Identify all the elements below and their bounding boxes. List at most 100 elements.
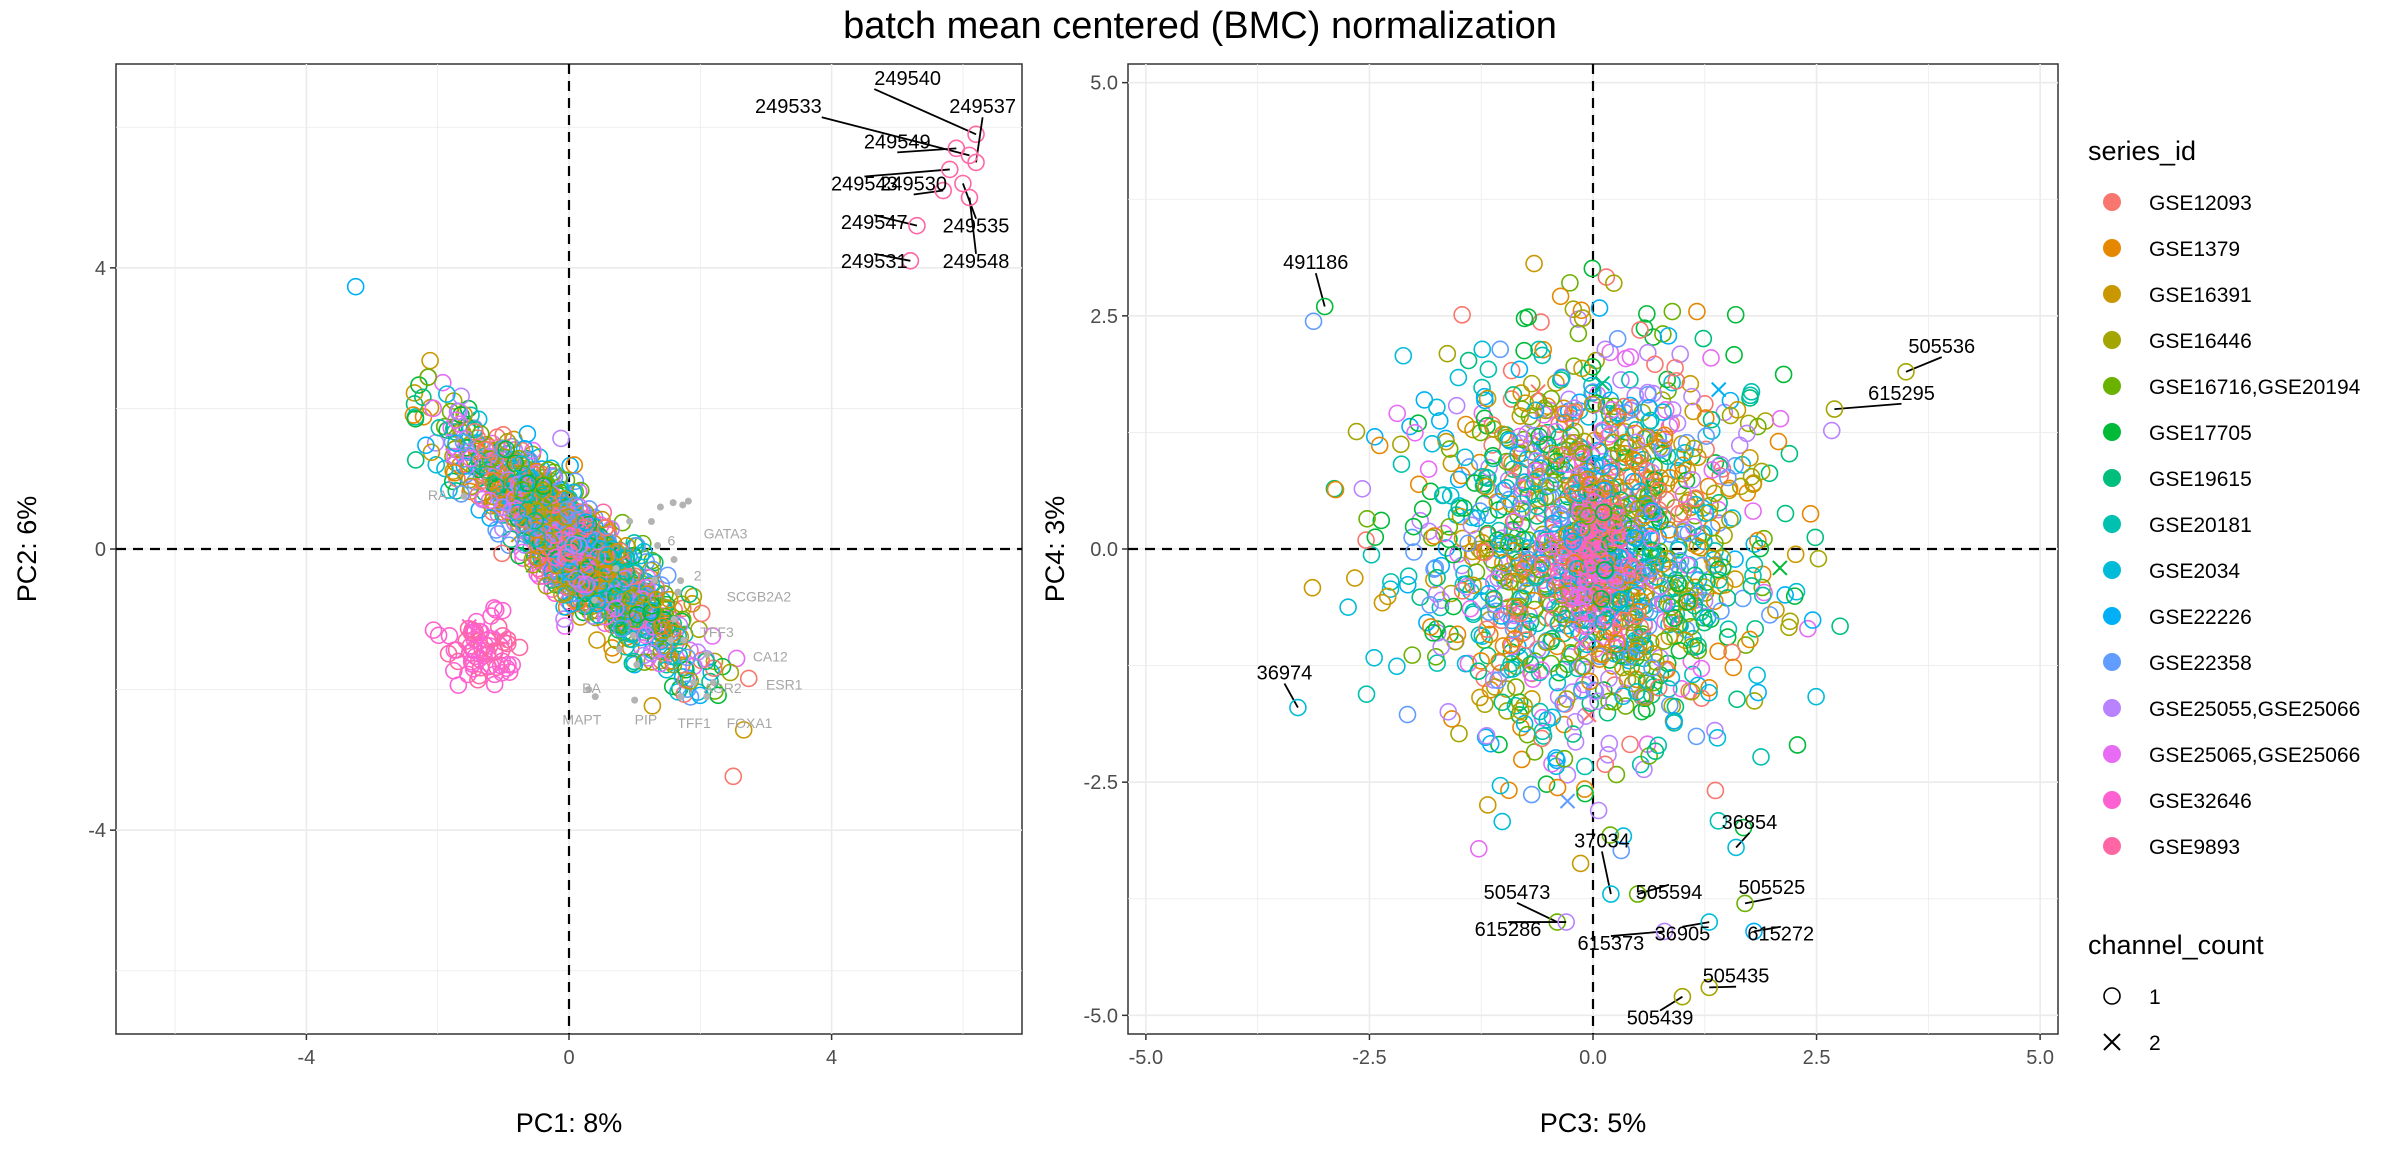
sample-point xyxy=(1403,528,1421,547)
sample-point xyxy=(1590,645,1609,663)
sample-point xyxy=(449,676,468,694)
sample-point xyxy=(1605,274,1623,292)
sample-point xyxy=(669,627,687,646)
sample-point xyxy=(1569,483,1587,502)
legend-label: GSE12093 xyxy=(2149,192,2252,215)
sample-point xyxy=(1428,654,1446,672)
sample-point xyxy=(1530,467,1549,486)
sample-point xyxy=(567,584,585,603)
gene-loading-point xyxy=(669,499,677,507)
sample-point xyxy=(1601,826,1620,844)
sample-point xyxy=(1709,560,1728,579)
label-leader-line xyxy=(864,168,950,178)
legend-label: GSE16391 xyxy=(2149,284,2252,307)
sample-point xyxy=(1697,427,1715,446)
sample-point xyxy=(1566,712,1585,731)
sample-point xyxy=(1531,560,1549,579)
sample-point xyxy=(1667,372,1686,390)
sample-point xyxy=(1465,474,1484,492)
sample-id-label: 249540 xyxy=(874,68,941,90)
sample-point xyxy=(1536,401,1555,420)
sample-point xyxy=(1493,693,1512,712)
sample-point xyxy=(510,638,529,657)
sample-point xyxy=(1504,620,1523,639)
sample-point xyxy=(534,481,553,500)
sample-point xyxy=(1558,616,1576,635)
sample-point xyxy=(1456,448,1474,467)
sample-point xyxy=(1422,529,1441,547)
gene-loading-point xyxy=(690,679,698,687)
labeled-sample-point xyxy=(967,125,985,144)
sample-point xyxy=(1534,340,1553,359)
sample-point xyxy=(1806,528,1825,547)
sample-id-label: 249543 xyxy=(831,174,898,196)
sample-point xyxy=(1601,651,1619,669)
sample-point xyxy=(539,531,558,550)
sample-point xyxy=(651,654,669,673)
sample-point xyxy=(1585,681,1603,700)
gene-loading-point xyxy=(631,696,639,704)
sample-point xyxy=(486,643,504,661)
sample-point xyxy=(445,464,464,482)
sample-point xyxy=(1822,421,1841,440)
sample-point xyxy=(739,669,758,688)
sample-point xyxy=(518,425,537,443)
gene-loading-point xyxy=(654,541,662,549)
sample-id-label: 491186 xyxy=(1283,252,1348,274)
sample-point xyxy=(1421,482,1440,501)
sample-point xyxy=(1515,714,1534,733)
legend-item: 1 xyxy=(2103,986,2161,1009)
labeled-points: 491186 505536 615295 36974 37034 36854 505473 5… xyxy=(1257,252,1975,1029)
sample-point xyxy=(1642,411,1660,430)
sample-point xyxy=(597,564,616,583)
sample-point xyxy=(1623,495,1641,513)
gene-loading-point xyxy=(670,556,678,564)
legend-swatch xyxy=(2103,745,2121,763)
sample-point xyxy=(1710,571,1728,589)
sample-point xyxy=(1656,401,1675,419)
labeled-sample-point xyxy=(1315,297,1334,316)
sample-id-label: 36854 xyxy=(1722,812,1778,834)
sample-point xyxy=(636,626,655,645)
sample-point xyxy=(1467,563,1486,581)
legend-item: GSE22226 xyxy=(2103,606,2252,629)
sample-point xyxy=(1640,527,1659,546)
sample-point xyxy=(1685,517,1703,536)
sample-point xyxy=(1450,724,1468,743)
sample-point xyxy=(1660,417,1679,436)
sample-point xyxy=(681,672,700,690)
legend-label: GSE19615 xyxy=(2149,468,2252,491)
gene-loading-point xyxy=(633,661,641,669)
sample-point xyxy=(514,514,533,533)
sample-point xyxy=(1531,702,1549,721)
sample-point xyxy=(1440,518,1459,536)
sample-point xyxy=(1564,433,1583,452)
legend-label: GSE20181 xyxy=(2149,514,2252,537)
sample-point xyxy=(1480,539,1499,557)
legend-shape-title: channel_count xyxy=(2088,930,2264,960)
sample-point xyxy=(1406,423,1424,442)
sample-point xyxy=(493,601,512,620)
sample-point xyxy=(1515,309,1534,328)
sample-point xyxy=(1620,556,1639,575)
sample-point xyxy=(1457,577,1476,596)
sample-point xyxy=(1534,534,1552,553)
sample-point xyxy=(1464,576,1482,595)
gene-label: TFF3 xyxy=(700,624,734,640)
sample-point xyxy=(1752,462,1771,481)
legend-swatch xyxy=(2103,285,2121,303)
sample-point xyxy=(1672,680,1691,698)
sample-point xyxy=(1480,506,1498,525)
sample-point xyxy=(1438,344,1457,363)
sample-point xyxy=(1780,444,1799,463)
sample-point xyxy=(1543,708,1562,727)
sample-point xyxy=(1506,535,1525,553)
x-tick-label: 0 xyxy=(563,1047,574,1069)
sample-point xyxy=(1609,407,1627,426)
sample-point xyxy=(1453,529,1472,548)
sample-point xyxy=(1560,390,1578,409)
y-tick-label: 0 xyxy=(95,539,106,561)
sample-point xyxy=(1655,632,1673,650)
legend-label: 2 xyxy=(2149,1032,2161,1055)
